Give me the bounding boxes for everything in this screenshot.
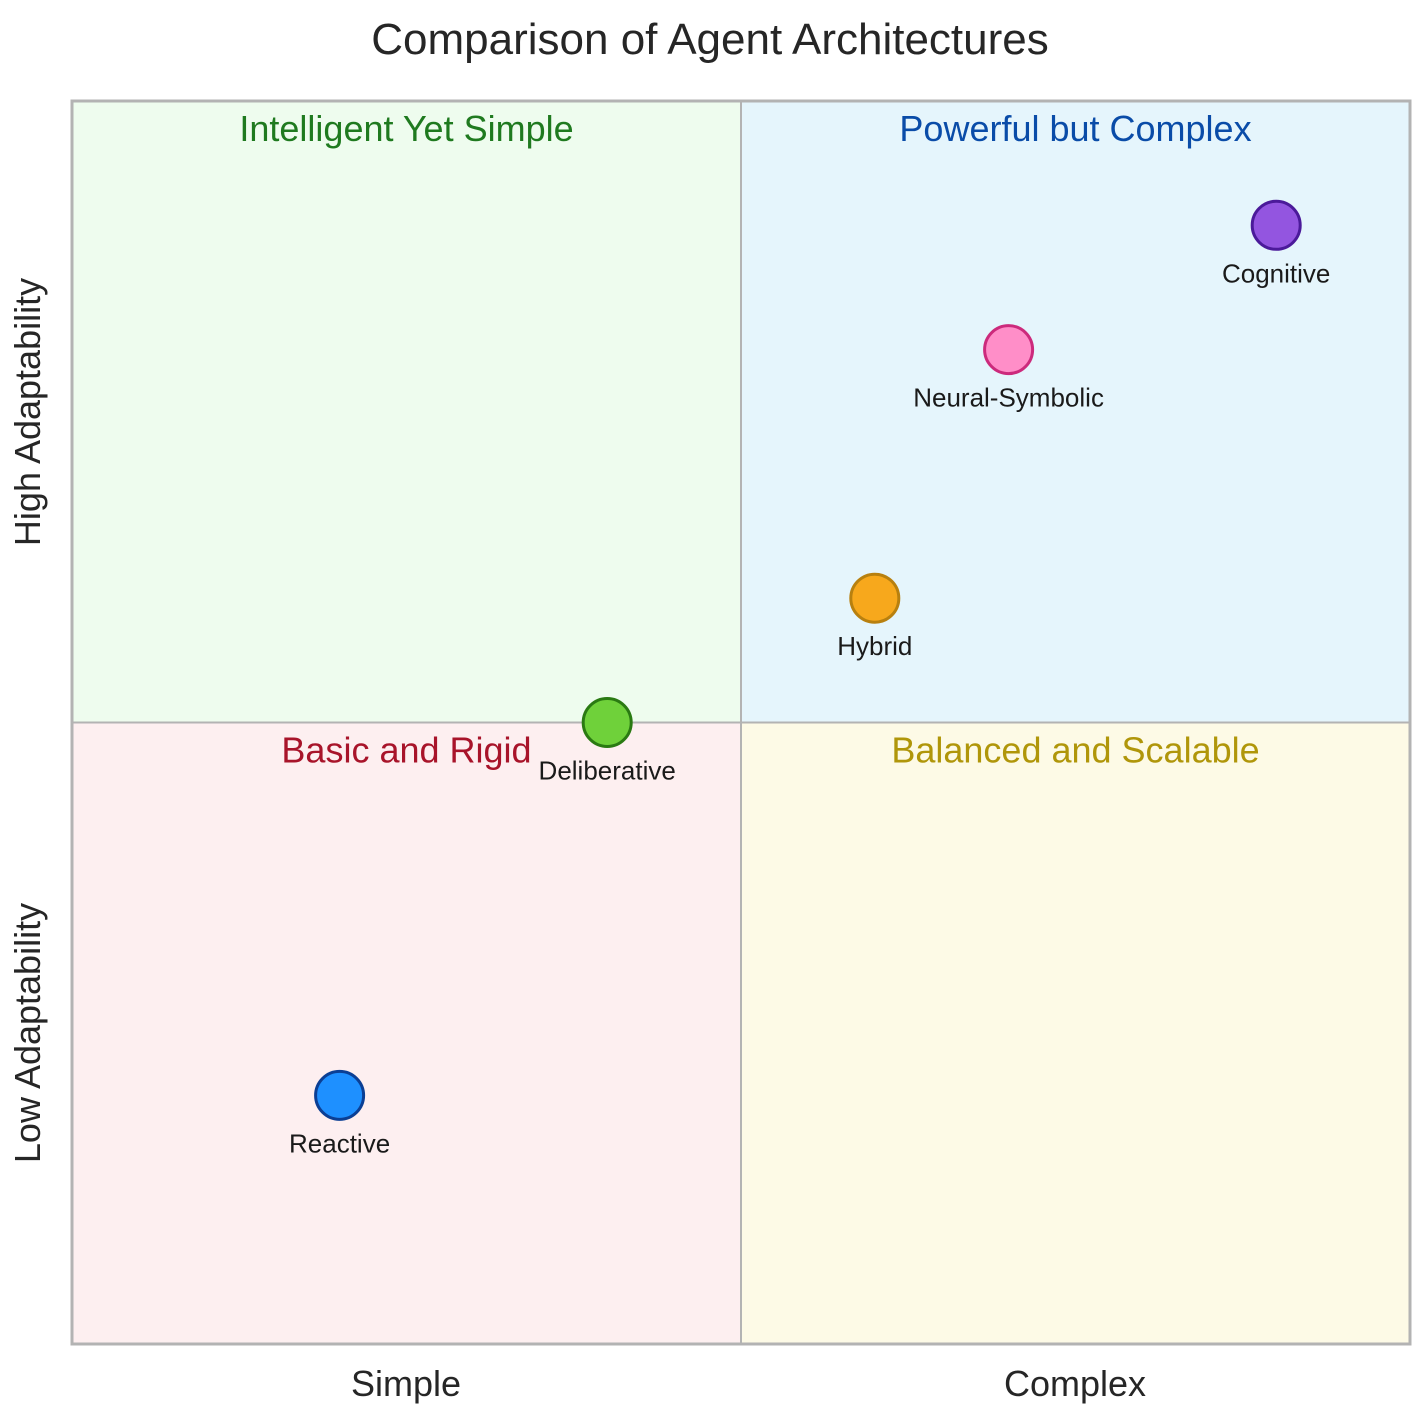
quadrant-label-top-right: Powerful but Complex — [899, 108, 1251, 149]
plot-frame — [70, 99, 1412, 1346]
point-label-reactive: Reactive — [289, 1128, 390, 1158]
y-tick-label-low: Low Adaptability — [7, 903, 48, 1163]
y-tick-label-high: High Adaptability — [7, 278, 48, 546]
x-tick-label-complex: Complex — [1004, 1363, 1146, 1404]
point-label-deliberative: Deliberative — [539, 756, 676, 786]
quadrant-backgrounds — [72, 101, 1410, 1344]
quadrant-label-bottom-left: Basic and Rigid — [281, 730, 531, 771]
point-reactive — [314, 1069, 366, 1121]
x-tick-label-simple: Simple — [351, 1363, 461, 1404]
quadrant-top-left — [72, 101, 741, 723]
point-label-hybrid: Hybrid — [837, 631, 912, 661]
quadrant-bottom-right — [741, 722, 1410, 1344]
chart-title: Comparison of Agent Architectures — [371, 15, 1048, 64]
point-cognitive — [1250, 199, 1302, 251]
point-label-cognitive: Cognitive — [1222, 258, 1330, 288]
quadrant-bottom-left — [72, 722, 741, 1344]
quadrant-top-right — [741, 101, 1410, 723]
point-hybrid — [849, 572, 901, 624]
point-deliberative — [581, 697, 633, 748]
quadrant-label-top-left: Intelligent Yet Simple — [239, 108, 573, 149]
point-label-neural-symbolic: Neural-Symbolic — [913, 383, 1104, 413]
point-neural-symbolic — [983, 324, 1035, 376]
quadrant-dividers — [72, 101, 1410, 1344]
quadrant-label-bottom-right: Balanced and Scalable — [891, 730, 1259, 771]
quadrant-labels: Intelligent Yet Simple Powerful but Compl… — [239, 108, 1259, 771]
data-points: Reactive Deliberative Hybrid Neural-Symboli… — [289, 199, 1330, 1158]
